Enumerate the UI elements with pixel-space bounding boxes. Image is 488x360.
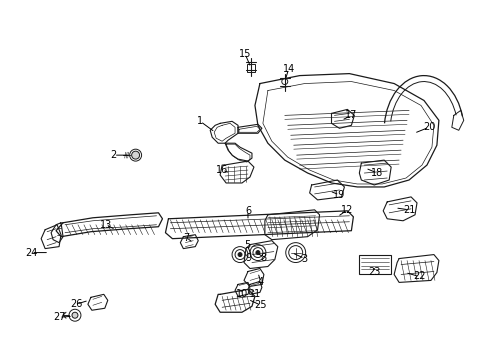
Text: 6: 6 — [244, 206, 250, 216]
Text: 11: 11 — [248, 289, 261, 300]
Circle shape — [72, 312, 78, 318]
Text: 2: 2 — [110, 150, 117, 160]
Text: 19: 19 — [333, 190, 345, 200]
Text: 14: 14 — [282, 64, 294, 74]
Text: 27: 27 — [53, 312, 65, 322]
Bar — [246, 64, 254, 72]
Text: 8: 8 — [260, 253, 266, 262]
Circle shape — [255, 251, 260, 255]
Text: 12: 12 — [341, 205, 353, 215]
Bar — [359, 255, 390, 274]
Circle shape — [131, 151, 139, 159]
Text: 22: 22 — [412, 271, 425, 282]
Text: 21: 21 — [402, 205, 414, 215]
Text: 9: 9 — [244, 253, 250, 262]
Text: 16: 16 — [216, 165, 228, 175]
Text: 20: 20 — [422, 122, 434, 132]
Text: 13: 13 — [100, 220, 112, 230]
Text: 5: 5 — [244, 240, 249, 249]
Text: 23: 23 — [367, 267, 380, 278]
Text: 15: 15 — [238, 49, 251, 59]
Text: 4: 4 — [257, 278, 264, 287]
Text: 1: 1 — [197, 116, 203, 126]
Text: 18: 18 — [370, 168, 383, 178]
Text: 3: 3 — [301, 253, 307, 264]
Text: 24: 24 — [25, 248, 37, 258]
Text: 25: 25 — [254, 300, 266, 310]
Text: 17: 17 — [345, 111, 357, 120]
Text: 10: 10 — [235, 289, 247, 300]
Text: 7: 7 — [183, 233, 189, 243]
Text: 26: 26 — [70, 299, 82, 309]
Circle shape — [238, 253, 242, 257]
